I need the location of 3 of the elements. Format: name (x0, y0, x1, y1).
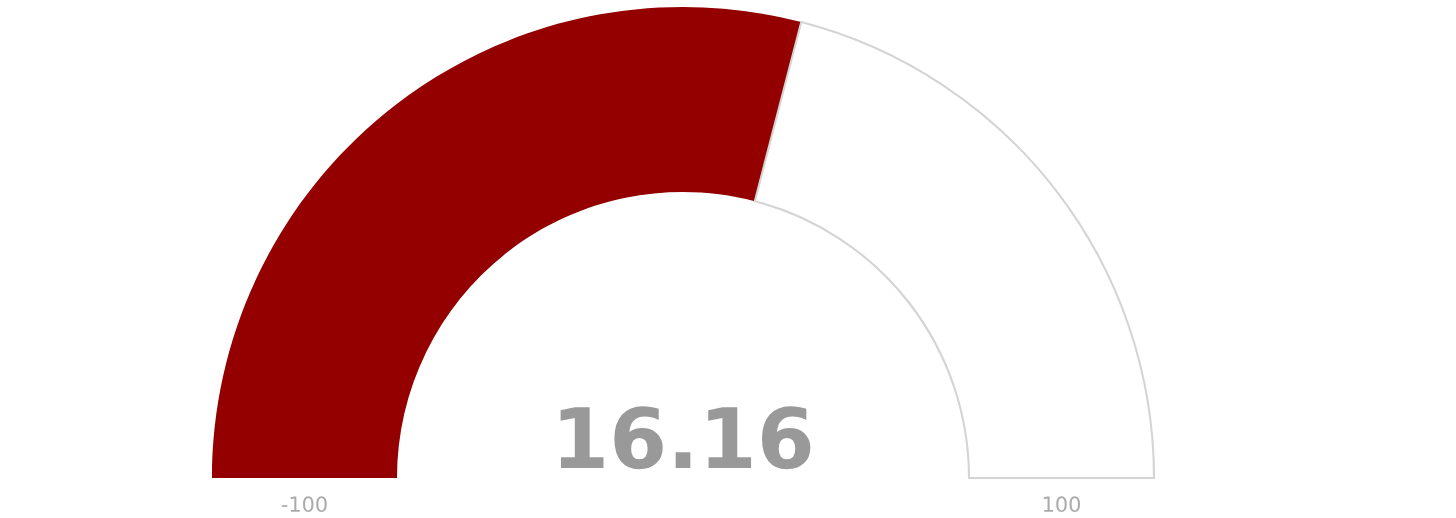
text: -100 (281, 496, 327, 513)
text: 100 (1043, 496, 1080, 513)
text: 16.16 (560, 406, 811, 470)
